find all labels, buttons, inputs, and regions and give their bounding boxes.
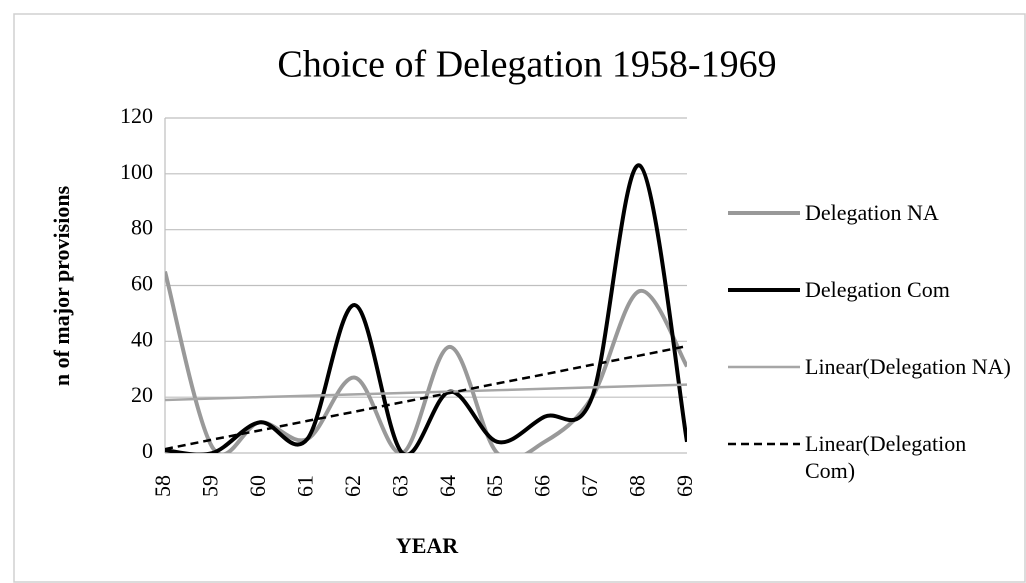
y-axis-label: n of major provisions	[49, 185, 74, 386]
y-tick-label: 40	[131, 326, 153, 351]
x-tick-label: 62	[340, 475, 365, 497]
series-line	[165, 383, 687, 402]
x-tick-label: 65	[482, 475, 507, 497]
y-tick-label: 100	[120, 159, 153, 184]
x-axis-label: YEAR	[396, 533, 459, 558]
legend-label: Delegation Com	[805, 277, 950, 302]
chart-frame	[13, 13, 1026, 583]
y-tick-label: 20	[131, 382, 153, 407]
series-line	[165, 163, 687, 453]
x-tick-label: 66	[530, 475, 555, 497]
legend-label: Linear(Delegation Com)	[805, 431, 967, 483]
series-line	[165, 344, 687, 451]
y-tick-label: 80	[131, 215, 153, 240]
x-tick-label: 63	[387, 475, 412, 497]
x-tick-label: 64	[435, 475, 460, 497]
legend-label: Delegation NA	[805, 200, 939, 225]
x-tick-label: 68	[625, 475, 650, 497]
legend-label: Linear(Delegation NA)	[805, 354, 1011, 379]
chart-title: Choice of Delegation 1958-1969	[277, 44, 776, 86]
y-tick-label: 0	[142, 438, 153, 463]
x-tick-label: 59	[198, 475, 223, 497]
y-tick-label: 120	[120, 103, 153, 128]
x-tick-label: 58	[150, 475, 175, 497]
x-tick-label: 69	[672, 475, 697, 497]
x-tick-label: 67	[577, 475, 602, 497]
x-tick-label: 60	[245, 475, 270, 497]
y-tick-label: 60	[131, 271, 153, 296]
x-tick-label: 61	[292, 475, 317, 497]
